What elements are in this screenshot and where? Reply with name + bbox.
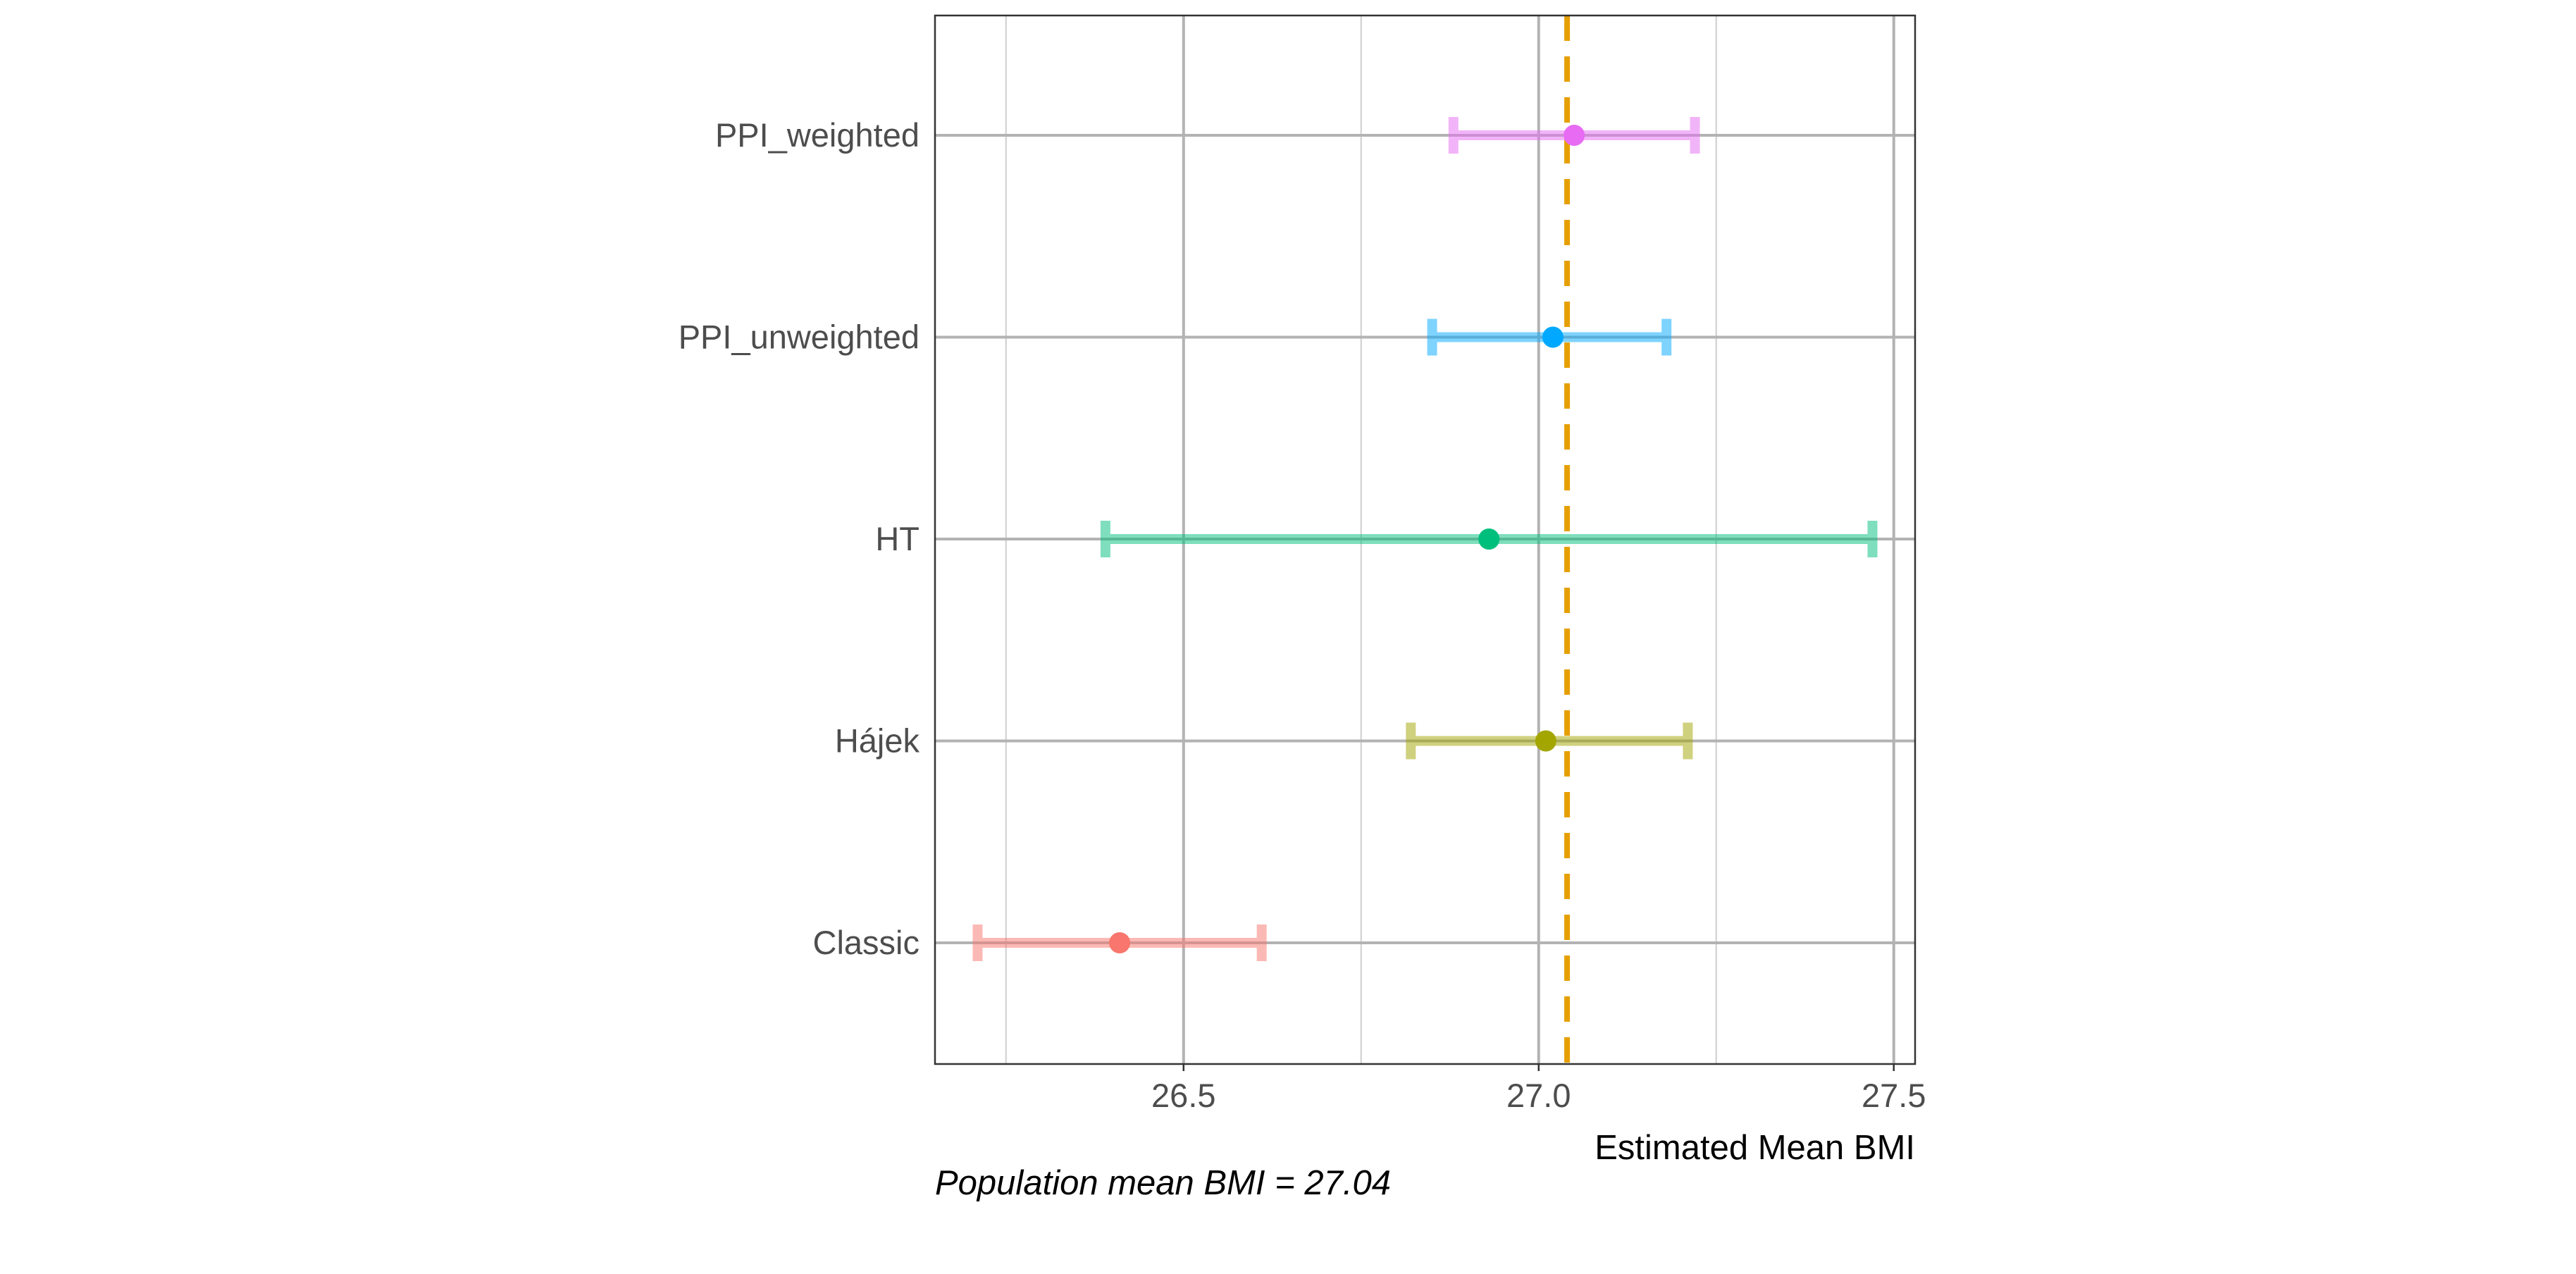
- point-ppi-unweighted: [1542, 326, 1563, 348]
- y-tick-label: PPI_unweighted: [679, 318, 919, 356]
- y-tick-label: Hájek: [835, 722, 920, 760]
- y-axis-labels: PPI_weighted PPI_unweighted HT Hájek Classic: [679, 116, 920, 961]
- y-tick-label: Classic: [813, 924, 919, 961]
- x-axis-title: Estimated Mean BMI: [1594, 1129, 1915, 1167]
- x-axis-labels: 26.5 27.0 27.5: [1151, 1064, 1926, 1114]
- point-estimates: [1109, 125, 1585, 953]
- point-h-jek: [1535, 730, 1556, 752]
- x-tick-label: 26.5: [1151, 1077, 1215, 1114]
- caption: Population mean BMI = 27.04: [935, 1164, 1391, 1202]
- x-tick-label: 27.0: [1506, 1077, 1571, 1114]
- x-tick-label: 27.5: [1862, 1077, 1926, 1114]
- y-tick-label: HT: [875, 520, 919, 557]
- point-ppi-weighted: [1563, 125, 1585, 146]
- y-tick-label: PPI_weighted: [715, 116, 919, 154]
- panel-border: [934, 14, 1916, 1065]
- point-ht: [1478, 528, 1500, 550]
- point-classic: [1109, 932, 1131, 953]
